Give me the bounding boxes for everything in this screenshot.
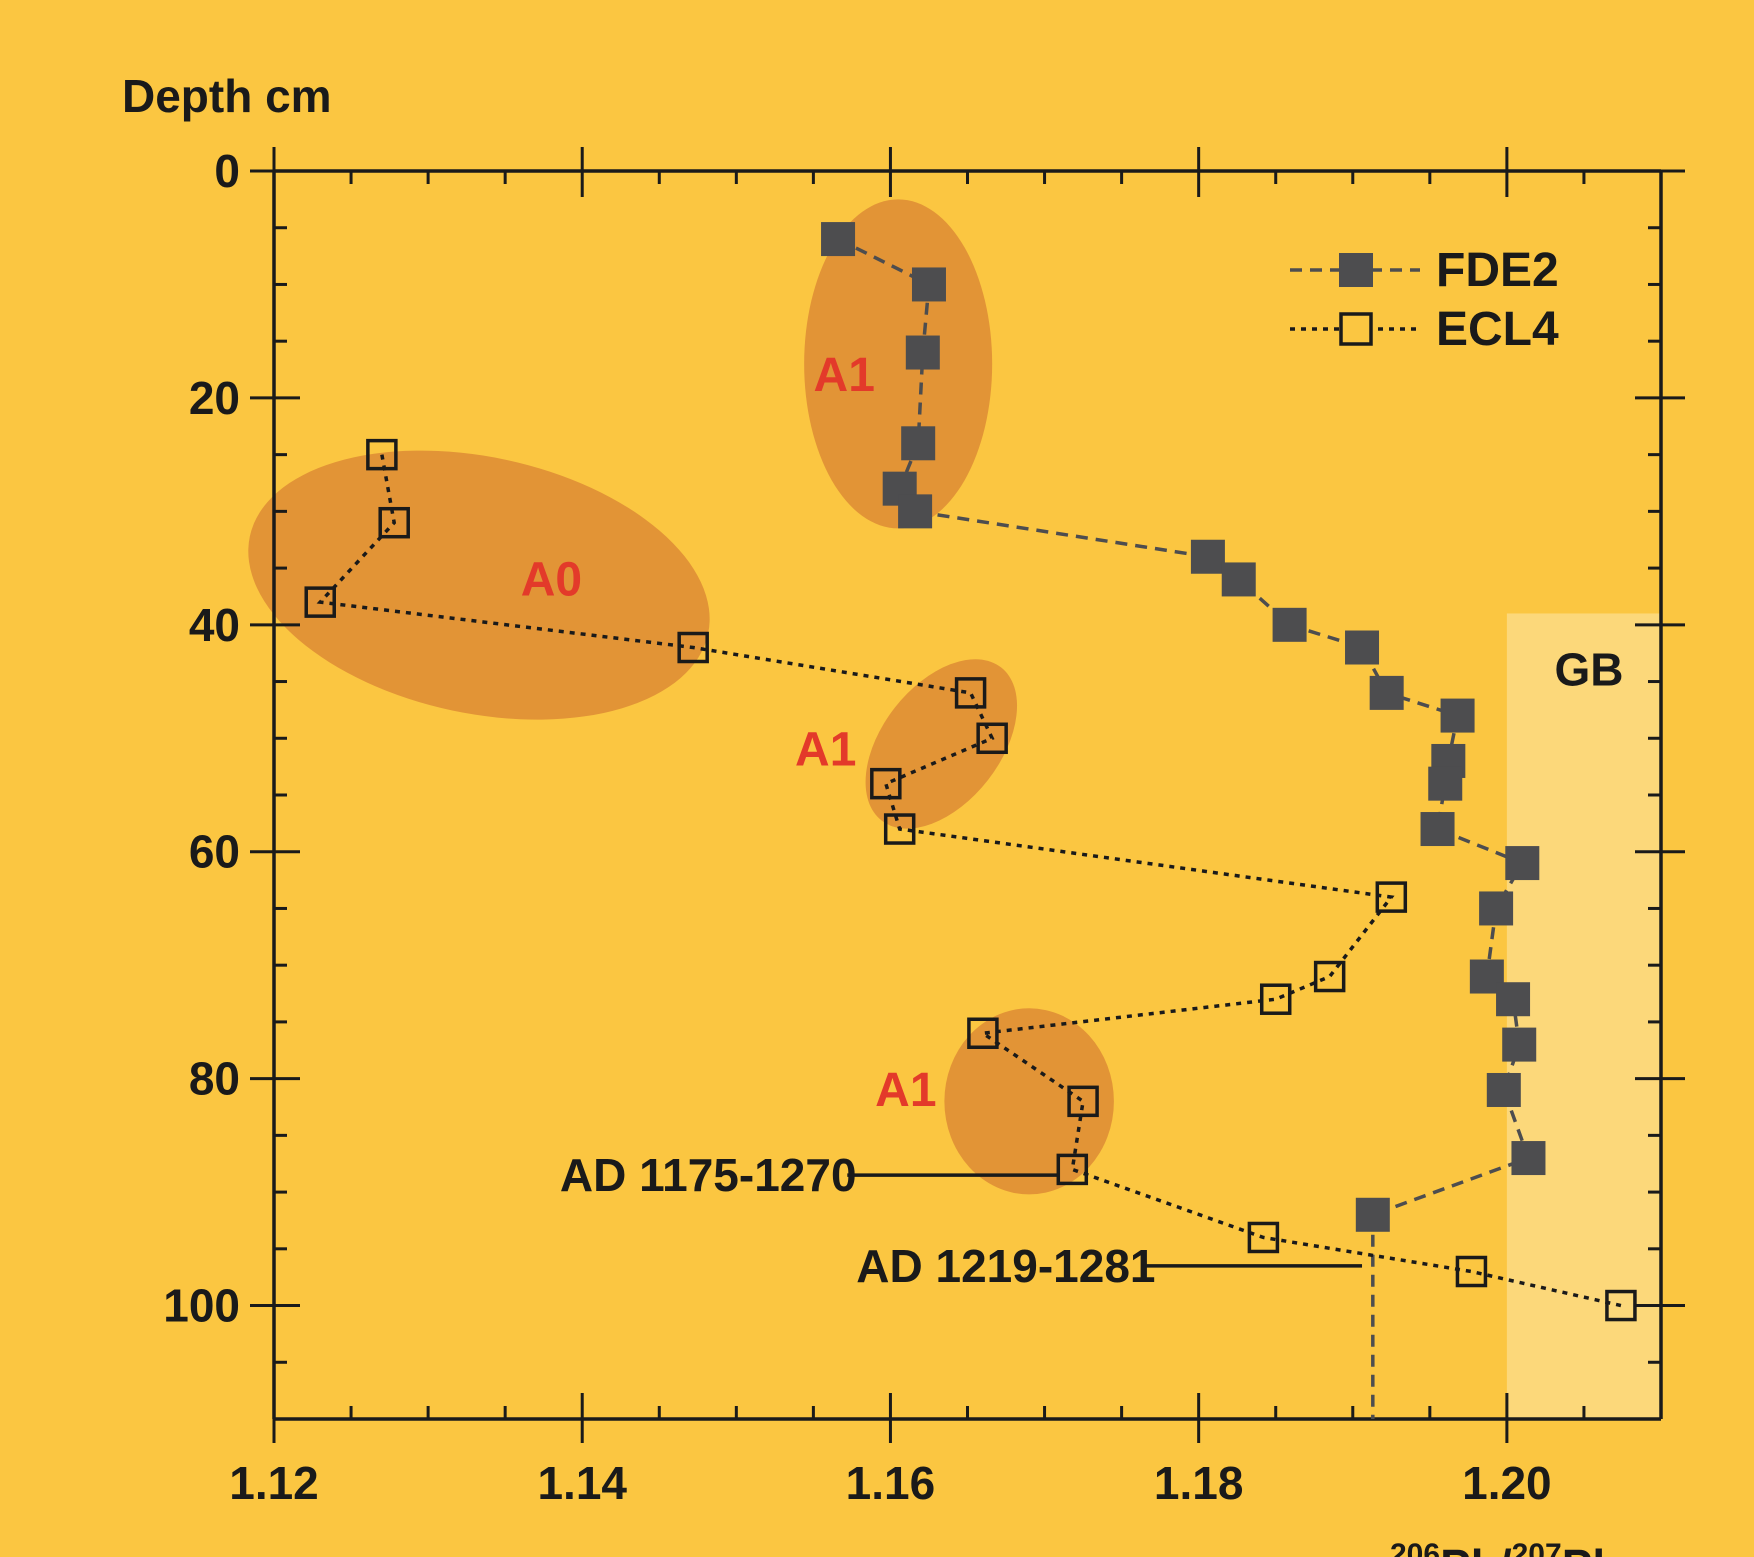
point-FDE2 bbox=[901, 426, 936, 461]
series-line-ECL4 bbox=[316, 454, 1622, 1308]
point-FDE2 bbox=[1502, 1027, 1537, 1062]
x-tick-label: 1.12 bbox=[229, 1457, 319, 1509]
point-FDE2 bbox=[821, 222, 856, 257]
legend-label-FDE2: FDE2 bbox=[1436, 244, 1559, 297]
x-axis-label-superscript: 207 bbox=[1512, 1538, 1562, 1557]
legend-marker-FDE2 bbox=[1339, 253, 1373, 287]
point-FDE2 bbox=[1369, 675, 1404, 710]
y-tick-label: 80 bbox=[189, 1053, 240, 1105]
point-FDE2 bbox=[1486, 1072, 1521, 1107]
point-ECL4 bbox=[1067, 1085, 1099, 1118]
point-ECL4 bbox=[1259, 983, 1292, 1015]
series-points bbox=[304, 222, 1637, 1322]
point-ECL4 bbox=[883, 813, 916, 845]
point-ECL4 bbox=[967, 1017, 999, 1050]
point-FDE2 bbox=[1221, 562, 1256, 597]
axes: 1.12 1.14 1.16 1.18 1.20 0 20 40 60 80 100 206Pb/20… bbox=[163, 145, 1685, 1557]
region-ellipse-2 bbox=[865, 659, 1018, 829]
x-tick-label: 1.16 bbox=[846, 1457, 936, 1509]
y-tick-label: 0 bbox=[214, 145, 240, 197]
point-ECL4 bbox=[954, 677, 987, 709]
date-annotation-0: AD 1175-1270 bbox=[560, 1149, 857, 1201]
point-FDE2 bbox=[898, 494, 933, 529]
point-ECL4 bbox=[870, 767, 902, 800]
legend: FDE2 ECL4 bbox=[1290, 244, 1559, 356]
x-axis-label: 206Pb/207Pb bbox=[1390, 1538, 1620, 1557]
y-tick-label: 40 bbox=[189, 599, 240, 651]
x-axis-label-text: Pb/ bbox=[1440, 1540, 1512, 1557]
point-ECL4 bbox=[1375, 881, 1408, 913]
region-label: A1 bbox=[814, 349, 875, 402]
point-ECL4 bbox=[1313, 960, 1346, 993]
point-ECL4 bbox=[1605, 1289, 1637, 1322]
y-tick-label: 20 bbox=[189, 372, 240, 424]
region-label: A1 bbox=[875, 1064, 936, 1117]
region-label: A0 bbox=[521, 553, 582, 606]
y-tick-label: 100 bbox=[163, 1280, 240, 1332]
point-ECL4 bbox=[366, 438, 398, 471]
point-FDE2 bbox=[1496, 982, 1531, 1017]
chart-labels: A1 A0 A1 A1 AD 1175-1270 AD 1219-1281 bbox=[521, 349, 1363, 1292]
x-tick-label: 1.14 bbox=[537, 1457, 627, 1509]
point-FDE2 bbox=[905, 335, 940, 370]
point-FDE2 bbox=[1479, 891, 1514, 926]
region-ellipse-1 bbox=[248, 450, 710, 720]
point-FDE2 bbox=[1428, 766, 1463, 801]
y-tick-label: 60 bbox=[189, 826, 240, 878]
y-axis-label: Depth cm bbox=[122, 70, 332, 122]
point-ECL4 bbox=[1056, 1153, 1089, 1186]
point-FDE2 bbox=[1345, 630, 1380, 665]
point-FDE2 bbox=[1420, 812, 1455, 847]
legend-marker-ECL4 bbox=[1339, 312, 1373, 346]
gb-band-label: GB bbox=[1554, 643, 1623, 695]
point-ECL4 bbox=[1247, 1221, 1280, 1254]
region-ellipse-3 bbox=[944, 1008, 1114, 1195]
point-FDE2 bbox=[911, 267, 946, 302]
point-FDE2 bbox=[1272, 607, 1307, 642]
x-axis-label-text: Pb bbox=[1562, 1540, 1621, 1557]
point-ECL4 bbox=[677, 631, 709, 664]
region-label: A1 bbox=[795, 724, 856, 777]
x-tick-label: 1.20 bbox=[1462, 1457, 1552, 1509]
point-FDE2 bbox=[1355, 1197, 1390, 1232]
point-ECL4 bbox=[304, 586, 336, 618]
point-FDE2 bbox=[1511, 1141, 1546, 1176]
x-tick-label: 1.18 bbox=[1154, 1457, 1244, 1509]
point-FDE2 bbox=[1190, 539, 1225, 574]
point-FDE2 bbox=[1505, 846, 1540, 881]
point-ECL4 bbox=[976, 722, 1008, 755]
date-annotation-1: AD 1219-1281 bbox=[856, 1240, 1155, 1292]
point-ECL4 bbox=[1455, 1255, 1488, 1288]
legend-label-ECL4: ECL4 bbox=[1436, 303, 1559, 356]
x-axis-label-superscript: 206 bbox=[1390, 1538, 1440, 1557]
point-FDE2 bbox=[1440, 698, 1475, 733]
point-ECL4 bbox=[378, 506, 410, 539]
